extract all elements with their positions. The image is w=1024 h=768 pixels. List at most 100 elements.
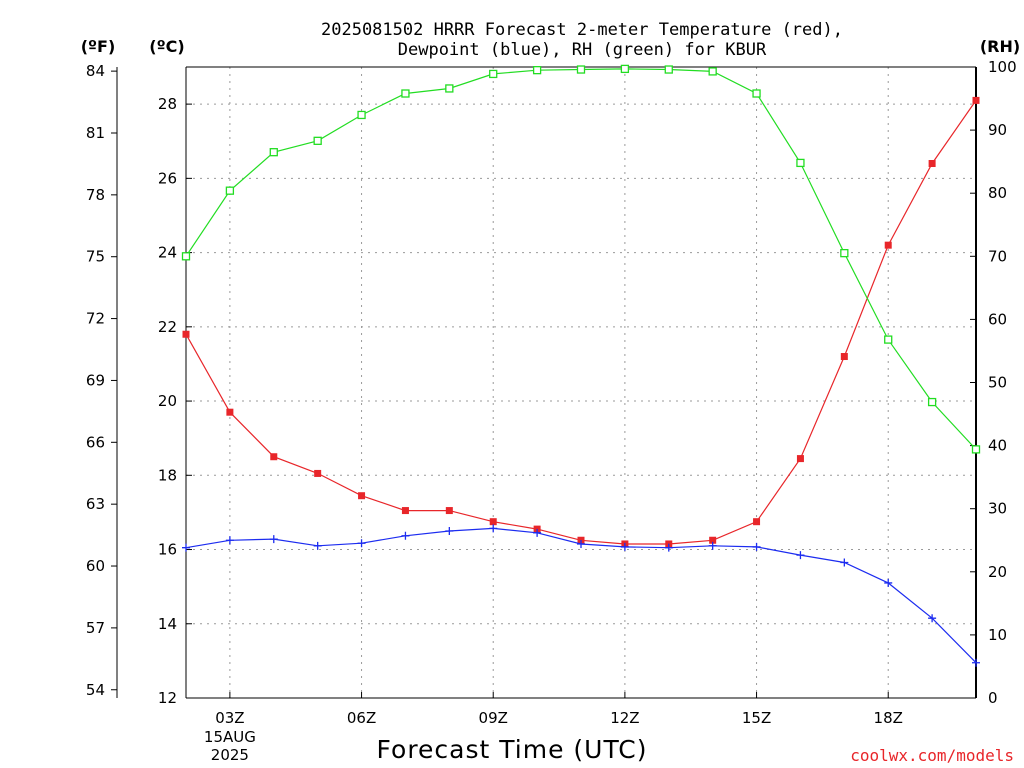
dewpoint-point xyxy=(269,535,278,544)
fahrenheit-tick-label: 66 xyxy=(86,433,105,451)
celsius-tick-label: 18 xyxy=(158,466,177,484)
fahrenheit-tick-label: 54 xyxy=(86,681,105,699)
x-tick-label: 03Z xyxy=(215,709,244,727)
rh-tick-label: 90 xyxy=(988,121,1007,139)
x-tick-date-label: 15AUG xyxy=(204,728,256,746)
rh-tick-label: 30 xyxy=(988,500,1007,518)
temperature-point xyxy=(972,96,980,104)
rh-tick-label: 100 xyxy=(988,58,1017,76)
temperature-point xyxy=(928,160,936,168)
dewpoint-point xyxy=(445,526,454,535)
rh-point xyxy=(313,136,322,145)
temperature-point xyxy=(401,507,409,515)
fahrenheit-tick-label: 75 xyxy=(86,248,105,266)
rh-point xyxy=(445,84,454,93)
x-tick-date-label: 2025 xyxy=(211,746,249,764)
temperature-point xyxy=(270,453,278,461)
temperature-point xyxy=(445,507,453,515)
rh-point xyxy=(225,186,235,195)
rh-point xyxy=(401,89,410,98)
rh-point xyxy=(796,158,805,168)
dewpoint-point xyxy=(401,531,410,540)
grid-layer xyxy=(186,67,976,698)
temperature-point xyxy=(314,469,322,477)
dewpoint-point xyxy=(708,541,717,550)
rh-tick-label: 40 xyxy=(988,437,1007,455)
celsius-unit-label: (ºC) xyxy=(149,37,184,56)
temperature-point xyxy=(182,330,190,338)
dewpoint-point xyxy=(357,539,366,548)
rh-point xyxy=(181,252,191,261)
fahrenheit-tick-label: 81 xyxy=(86,124,105,142)
rh-point xyxy=(489,69,498,79)
rh-tick-label: 0 xyxy=(988,689,998,707)
series-layer xyxy=(181,64,981,667)
dewpoint-point xyxy=(884,578,893,587)
chart-title-line-2: Dewpoint (blue), RH (green) for KBUR xyxy=(398,40,767,60)
fahrenheit-tick-label: 78 xyxy=(86,186,105,204)
celsius-tick-label: 24 xyxy=(158,244,177,262)
rh-tick-label: 80 xyxy=(988,184,1007,202)
celsius-tick-label: 20 xyxy=(158,392,177,410)
rh-point xyxy=(357,110,366,120)
rh-point xyxy=(269,148,278,157)
temperature-point xyxy=(884,241,892,249)
dewpoint-series-line xyxy=(185,527,977,664)
celsius-tick-label: 12 xyxy=(158,689,177,707)
rh-point xyxy=(971,445,981,454)
fahrenheit-tick-label: 84 xyxy=(86,62,105,80)
dewpoint-point xyxy=(620,542,629,551)
dewpoint-point xyxy=(533,528,542,537)
temperature-point xyxy=(840,353,848,361)
dewpoint-point xyxy=(796,551,805,560)
celsius-tick-label: 26 xyxy=(158,169,177,187)
celsius-tick-label: 22 xyxy=(158,318,177,336)
rh-point xyxy=(620,64,630,74)
dewpoint-point xyxy=(928,614,937,623)
fahrenheit-tick-label: 72 xyxy=(86,310,105,328)
dewpoint-point xyxy=(225,536,234,545)
celsius-tick-label: 14 xyxy=(158,615,177,633)
rh-point xyxy=(576,65,586,74)
temperature-point xyxy=(753,518,761,526)
fahrenheit-unit-label: (ºF) xyxy=(81,37,116,56)
temperature-series-line xyxy=(185,100,977,545)
x-tick-label: 15Z xyxy=(742,709,771,727)
rh-tick-label: 10 xyxy=(988,626,1007,644)
x-tick-label: 06Z xyxy=(347,709,376,727)
rh-series-line xyxy=(185,68,977,450)
fahrenheit-tick-label: 63 xyxy=(86,495,105,513)
dewpoint-point xyxy=(182,543,190,552)
dewpoint-point xyxy=(577,539,585,548)
rh-point xyxy=(884,335,893,344)
temperature-point xyxy=(796,455,804,463)
temperature-point xyxy=(709,536,717,544)
dewpoint-point xyxy=(972,658,980,667)
temperature-point xyxy=(358,492,366,500)
x-tick-label: 09Z xyxy=(479,709,508,727)
x-tick-label: 12Z xyxy=(610,709,639,727)
temperature-point xyxy=(226,408,234,416)
rh-point xyxy=(752,89,761,98)
rh-point xyxy=(708,67,717,76)
fahrenheit-tick-label: 60 xyxy=(86,557,105,575)
rh-unit-label: (RH) xyxy=(980,37,1020,56)
temperature-point xyxy=(489,518,497,526)
rh-tick-label: 50 xyxy=(988,374,1007,392)
dewpoint-point xyxy=(664,543,673,552)
x-axis-label: Forecast Time (UTC) xyxy=(377,735,648,764)
rh-point xyxy=(664,65,673,74)
rh-tick-label: 70 xyxy=(988,247,1007,265)
celsius-tick-label: 16 xyxy=(158,541,177,559)
chart-title-line-1: 2025081502 HRRR Forecast 2-meter Tempera… xyxy=(321,20,843,40)
rh-tick-label: 20 xyxy=(988,563,1007,581)
axes-layer: 54 57 60 63 66 69 72 75 78 81 84 12 14 16 18 20 22 24 26 28… xyxy=(86,58,1017,764)
dewpoint-point xyxy=(752,542,761,551)
fahrenheit-tick-label: 69 xyxy=(86,371,105,389)
source-credit: coolwx.com/models xyxy=(850,746,1014,765)
dewpoint-point xyxy=(840,558,849,567)
dewpoint-point xyxy=(489,524,498,533)
dewpoint-point xyxy=(313,541,322,550)
rh-point xyxy=(840,248,849,258)
